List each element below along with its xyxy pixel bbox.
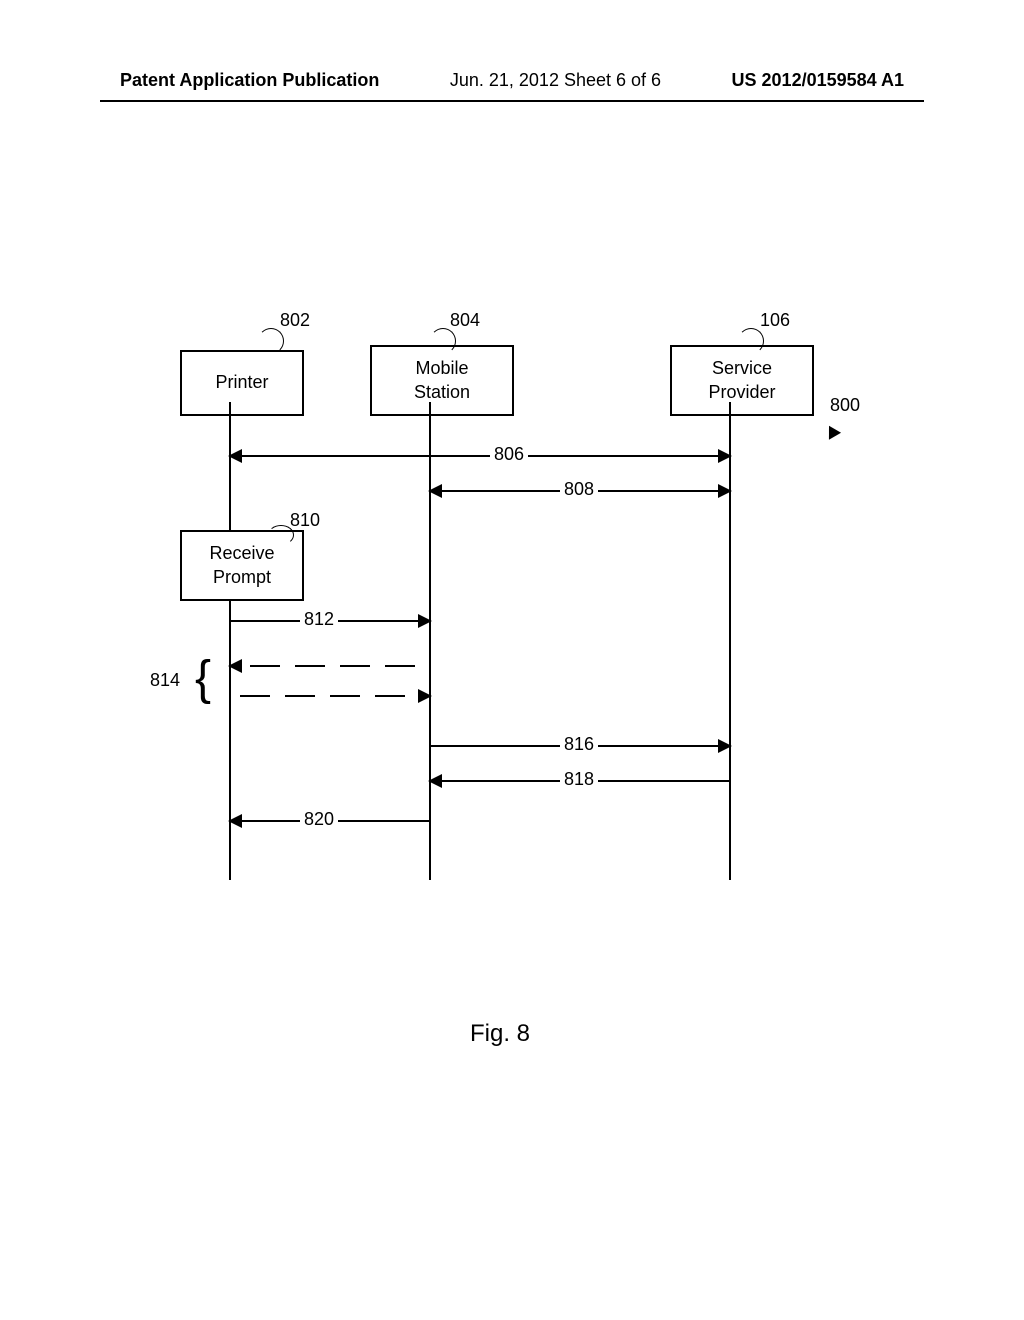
mobile-station-box: Mobile Station (370, 345, 514, 416)
d2 (295, 665, 325, 667)
d3 (340, 665, 370, 667)
d8 (375, 695, 405, 697)
msg-806-line (235, 455, 725, 457)
sequence-diagram: Printer Mobile Station Service Provider … (140, 300, 900, 940)
d6 (285, 695, 315, 697)
leader-802 (258, 328, 284, 354)
msg-814-head-l (228, 659, 242, 673)
ref-810: 810 (290, 510, 320, 531)
ref-800: 800 (830, 395, 860, 416)
leader-810 (268, 525, 294, 545)
service-label-2: Provider (708, 381, 775, 404)
msg-812-label: 812 (300, 609, 338, 630)
msg-808-head-l (428, 484, 442, 498)
msg-808-head-r (718, 484, 732, 498)
msg-814-head-r (418, 689, 432, 703)
printer-lifeline (229, 402, 231, 880)
figure-caption: Fig. 8 (470, 1020, 530, 1048)
msg-816-label: 816 (560, 734, 598, 755)
d5 (240, 695, 270, 697)
service-label-1: Service (712, 357, 772, 380)
msg-806-head-r (718, 449, 732, 463)
msg-820-head (228, 814, 242, 828)
header-rule (100, 100, 924, 102)
d1 (250, 665, 280, 667)
service-lifeline (729, 402, 731, 880)
receive-prompt-l1: Receive (209, 542, 274, 565)
leader-804 (430, 328, 456, 354)
mobile-lifeline (429, 402, 431, 880)
d4 (385, 665, 415, 667)
ref-802: 802 (280, 310, 310, 331)
header-pubnum: US 2012/0159584 A1 (732, 70, 904, 91)
brace-814: { (195, 655, 211, 703)
msg-806-label: 806 (490, 444, 528, 465)
receive-prompt-l2: Prompt (213, 566, 271, 589)
mobile-label-2: Station (414, 381, 470, 404)
msg-816-head (718, 739, 732, 753)
service-provider-box: Service Provider (670, 345, 814, 416)
header-date-sheet: Jun. 21, 2012 Sheet 6 of 6 (450, 70, 661, 91)
printer-label: Printer (215, 371, 268, 394)
printer-box: Printer (180, 350, 304, 416)
msg-818-head (428, 774, 442, 788)
ref-814: 814 (150, 670, 180, 691)
msg-820-label: 820 (300, 809, 338, 830)
d7 (330, 695, 360, 697)
msg-818-label: 818 (560, 769, 598, 790)
leader-106 (738, 328, 764, 354)
msg-806-head-l (228, 449, 242, 463)
msg-808-label: 808 (560, 479, 598, 500)
ref-800-arrow (823, 422, 841, 439)
msg-812-head (418, 614, 432, 628)
header-publication: Patent Application Publication (120, 70, 379, 91)
mobile-label-1: Mobile (415, 357, 468, 380)
ref-804: 804 (450, 310, 480, 331)
ref-106: 106 (760, 310, 790, 331)
